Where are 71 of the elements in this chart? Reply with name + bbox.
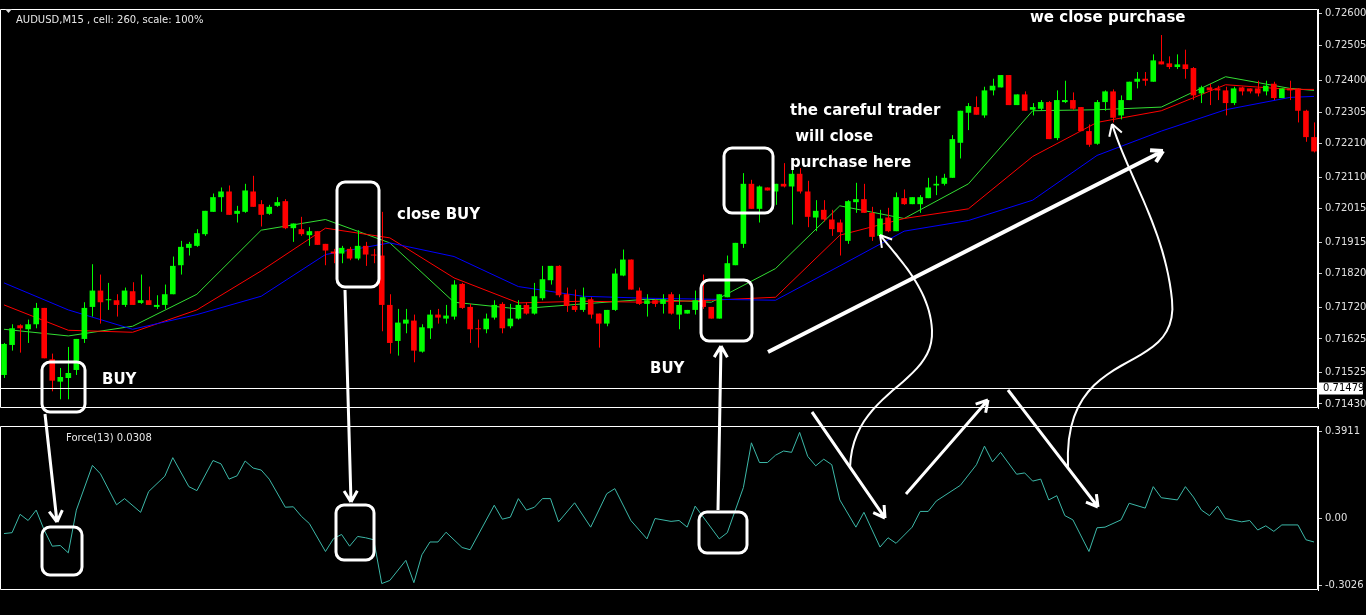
candlestick	[491, 299, 498, 321]
candlestick	[1142, 71, 1149, 87]
candlestick	[820, 199, 827, 223]
candlestick	[9, 323, 15, 352]
candlestick	[732, 242, 739, 266]
y-tick-label: 0.72305	[1325, 105, 1366, 117]
candlestick	[250, 175, 256, 208]
chart-title: AUDUSD,M15 , cell: 260, scale: 100%	[16, 13, 204, 25]
text: Force(13) 0.0308	[66, 431, 152, 443]
candlestick	[587, 296, 594, 320]
candlestick	[676, 293, 682, 330]
annotation: the careful trader will close purchase here	[790, 100, 941, 173]
candlestick	[909, 196, 915, 205]
candlestick	[226, 184, 232, 216]
candlestick	[603, 309, 610, 327]
candlestick	[812, 199, 819, 232]
y-tick-label: 0.71820	[1325, 267, 1366, 279]
candlestick	[1279, 87, 1285, 99]
annotation: we close purchase	[1030, 7, 1186, 28]
y-tick-label: 0.71525	[1325, 365, 1366, 377]
candlestick	[861, 183, 867, 214]
annotation: close BUY	[397, 204, 481, 225]
ref-line-label: 0.71479	[1323, 382, 1365, 394]
candlestick	[925, 177, 932, 199]
candlestick	[1150, 53, 1157, 83]
y-tick-label: 0.71915	[1325, 235, 1366, 247]
annotation: BUY	[650, 358, 685, 379]
y-tick-label: 0.72400	[1325, 73, 1366, 85]
y-tick-label: 0.72600	[1325, 7, 1366, 19]
candlestick	[1037, 99, 1044, 112]
candlestick	[419, 323, 425, 354]
candlestick	[1062, 80, 1068, 104]
candlestick	[1295, 87, 1301, 123]
candlestick	[708, 306, 715, 320]
y-tick-label: 0.71720	[1325, 300, 1366, 312]
candlestick	[644, 293, 650, 318]
candlestick	[668, 291, 674, 316]
candlestick	[764, 186, 771, 191]
candlestick	[1102, 89, 1108, 112]
candlestick	[660, 293, 666, 315]
y-tick-label: 0.00	[1325, 511, 1348, 523]
candlestick	[917, 194, 923, 214]
candlestick	[692, 290, 698, 316]
candlestick	[716, 293, 723, 320]
annotation: BUY	[102, 369, 137, 390]
candlestick	[218, 186, 224, 213]
y-tick-label: 0.72110	[1325, 170, 1366, 182]
y-tick-label: 0.71430	[1325, 397, 1366, 409]
y-tick-label: 0.71625	[1325, 332, 1366, 344]
candlestick	[1110, 88, 1116, 123]
candlestick	[845, 199, 851, 245]
candlestick	[210, 192, 216, 213]
candlestick	[1126, 81, 1132, 101]
candlestick	[153, 294, 160, 310]
y-tick-label: 0.72015	[1325, 202, 1366, 214]
candlestick	[242, 183, 248, 214]
y-tick-label: 0.3911	[1325, 425, 1360, 437]
candlestick	[274, 196, 281, 208]
candlestick	[258, 199, 264, 228]
candlestick	[161, 284, 168, 310]
y-tick-label: 0.72210	[1325, 137, 1366, 149]
y-tick-label: -0.3026	[1325, 578, 1364, 590]
candlestick	[652, 298, 658, 308]
y-tick-label: 0.72505	[1325, 38, 1366, 50]
candlestick	[57, 367, 64, 400]
candlestick	[684, 309, 690, 315]
candlestick	[1029, 102, 1036, 116]
candlestick	[1086, 123, 1092, 148]
candlestick	[266, 204, 273, 216]
candlestick	[194, 228, 200, 248]
candlestick	[1070, 91, 1076, 111]
